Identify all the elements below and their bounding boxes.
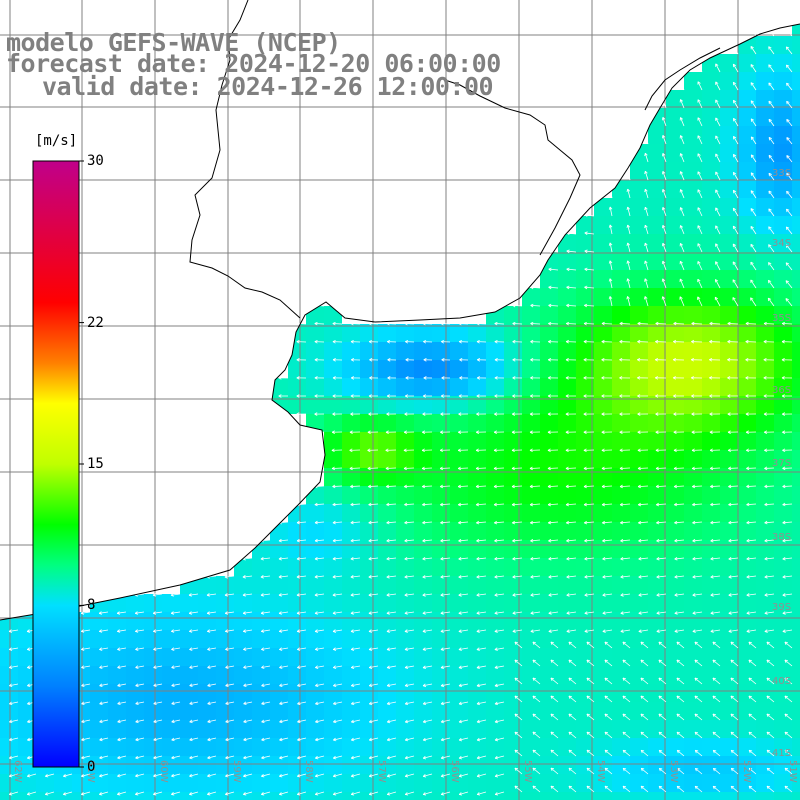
- lat-label: 34S: [772, 238, 791, 249]
- lat-label: 39S: [772, 602, 791, 613]
- colorbar-tick-label: 15: [87, 456, 104, 472]
- lat-label: 37S: [772, 458, 791, 469]
- colorbar: [32, 160, 84, 768]
- lon-label: 52W: [741, 760, 752, 783]
- forecast-date: forecast date: 2024-12-20 06:00:00: [6, 49, 501, 78]
- lon-label: 55W: [522, 760, 533, 783]
- grid-labels: 33S 34S 35S 36S 37S 38S 39S 40S 41S 62W 61W 60W 59W 5…: [12, 168, 798, 783]
- valid-date: valid date: 2024-12-26 12:00:00: [42, 72, 494, 101]
- lon-label: 60W: [158, 760, 169, 783]
- colorbar-tick-label: 22: [87, 314, 104, 331]
- lon-label: 62W: [12, 760, 23, 783]
- colorbar-tick-label: 30: [87, 153, 104, 169]
- lon-label: 54W: [595, 760, 606, 783]
- colorbar-unit: [m/s]: [35, 133, 78, 149]
- lat-label: 35S: [772, 313, 791, 324]
- lat-label: 36S: [772, 385, 791, 396]
- colorbar-tick-label: 8: [87, 597, 96, 614]
- lon-label: 53W: [668, 760, 679, 783]
- coastline: [0, 0, 800, 621]
- lon-label: 51W: [787, 760, 798, 783]
- lon-label: 56W: [449, 760, 460, 783]
- lon-label: 57W: [376, 760, 387, 783]
- land-mask: [0, 0, 800, 620]
- lat-label: 33S: [772, 168, 791, 179]
- lon-label: 59W: [231, 760, 242, 783]
- wind-arrows: [8, 27, 793, 796]
- lat-label: 38S: [772, 532, 791, 543]
- model-title: modelo GEFS-WAVE (NCEP): [6, 28, 341, 57]
- lat-label: 40S: [772, 676, 791, 687]
- lon-label: 58W: [303, 760, 314, 783]
- lat-label: 41S: [772, 748, 791, 759]
- lon-label: 61W: [85, 760, 96, 783]
- colorbar-gradient: [32, 160, 80, 768]
- colorbar-tick-label: 0: [87, 759, 96, 775]
